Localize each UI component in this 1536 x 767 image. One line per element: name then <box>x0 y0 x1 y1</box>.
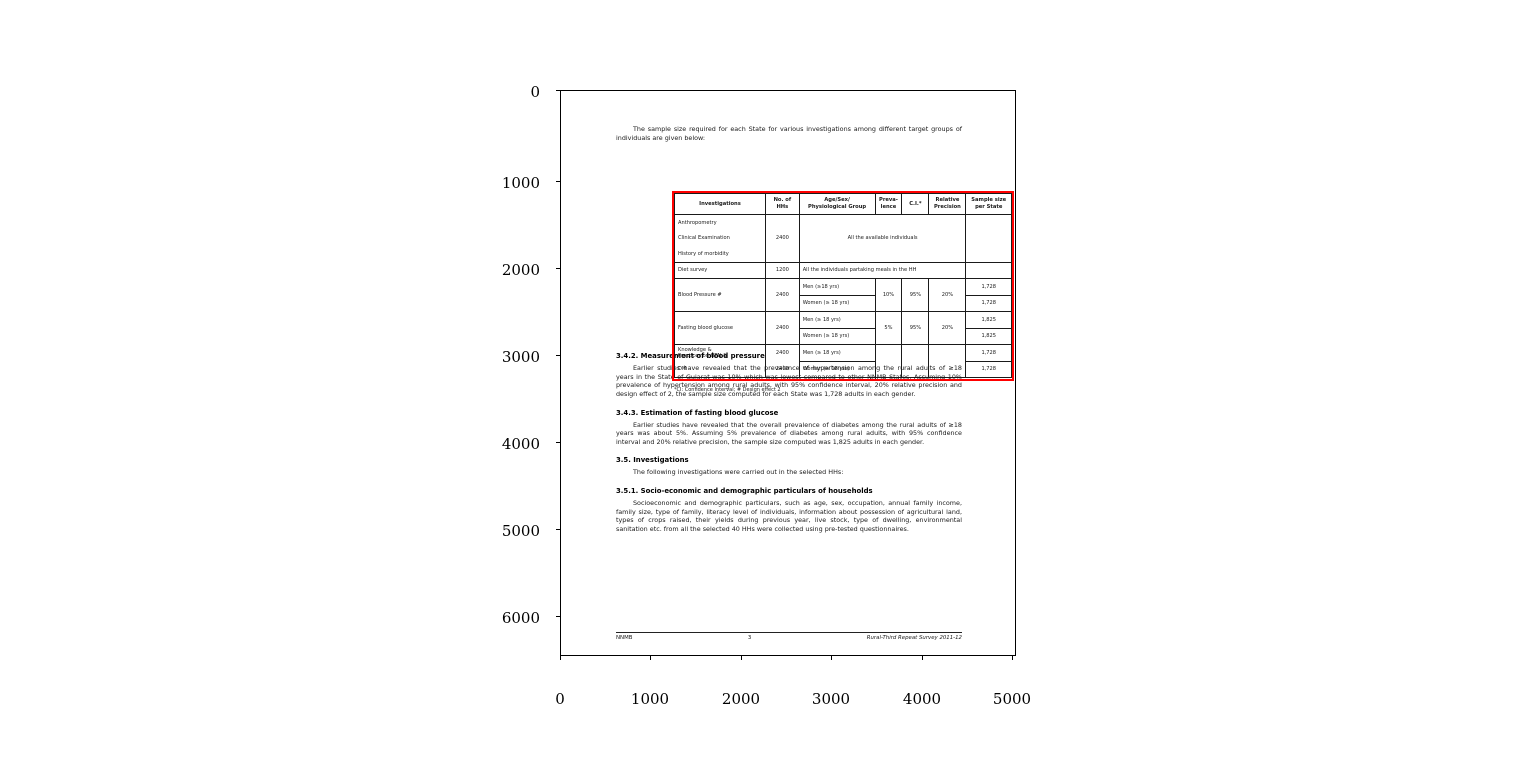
ytick-label-6000: 6000 <box>501 609 540 627</box>
ytick-mark-3000 <box>556 355 560 357</box>
cell-investigation: Clinical Examination <box>674 230 766 246</box>
cell-investigation: History of morbidity <box>674 246 766 263</box>
col-prec-line1: Relative <box>935 197 960 203</box>
ytick-mark-6000 <box>556 616 560 618</box>
ytick-mark-4000 <box>556 442 560 444</box>
kap-line1: Knowledge & <box>678 347 712 353</box>
xtick-label-0: 0 <box>555 690 565 708</box>
xtick-mark-1000 <box>650 656 652 660</box>
sample-size-table: Investigations No. of HHs Age/Sex/ Physi… <box>674 193 1012 378</box>
cell-investigation: Anthropometry <box>674 214 766 231</box>
col-samp-line1: Sample size <box>971 197 1007 203</box>
ytick-mark-0 <box>556 90 560 92</box>
section-body: Earlier studies have revealed that the o… <box>616 420 962 446</box>
document-page: The sample size required for each State … <box>561 91 1015 655</box>
xtick-mark-0 <box>560 656 562 660</box>
cell-sample-size <box>965 214 1012 263</box>
cell-hhs: 2400 <box>765 230 800 246</box>
table-row-blood-pressure-women: Women (≥ 18 yrs) 1,728 <box>675 294 1012 312</box>
page-content: The sample size required for each State … <box>616 125 1014 538</box>
ytick-label-3000: 3000 <box>501 348 540 366</box>
table-footnote: *CI: Confidence Interval; # Design effec… <box>674 387 781 393</box>
col-prec-line2: Precision <box>934 204 961 210</box>
table-row-blood-pressure-men: Blood Pressure # 2400 Men (≥18 yrs) 10% … <box>674 278 1012 312</box>
ytick-label-2000: 2000 <box>501 261 540 279</box>
cell-precision: 20% <box>928 311 967 345</box>
cell-investigation: Blood Pressure # <box>674 278 766 312</box>
ytick-label-4000: 4000 <box>501 435 540 453</box>
section-3-4-3: 3.4.3. Estimation of fasting blood gluco… <box>616 409 962 447</box>
ytick-mark-1000 <box>556 181 560 183</box>
cell-hhs: 2400 <box>765 278 800 312</box>
cell-precision <box>928 344 967 361</box>
kap-line2: Practices on HTN & <box>678 353 727 359</box>
ytick-label-5000: 5000 <box>501 522 540 540</box>
ytick-label-1000: 1000 <box>501 174 540 192</box>
col-relative-precision: Relative Precision <box>928 193 967 215</box>
xtick-label-2000: 2000 <box>721 690 761 708</box>
xtick-mark-3000 <box>831 656 833 660</box>
xtick-label-5000: 5000 <box>992 690 1032 708</box>
cell-precision <box>928 361 967 378</box>
ytick-mark-2000 <box>556 268 560 270</box>
col-hhs-line1: No. of <box>773 197 792 203</box>
table-row-diet-survey: Diet survey 1200 All the individuals par… <box>674 261 1012 279</box>
col-prev-line1: Preva- <box>879 197 898 203</box>
col-prev-line2: lence <box>880 204 897 210</box>
section-heading: 3.5. Investigations <box>616 456 689 465</box>
col-group-line1: Age/Sex/ <box>824 197 850 203</box>
section-body: The following investigations were carrie… <box>633 468 844 477</box>
page-footer: NNMB 3 Rural-Third Repeat Survey 2011-12 <box>616 632 962 641</box>
xtick-mark-5000 <box>1012 656 1014 660</box>
footer-page-number: 3 <box>747 635 752 641</box>
section-heading: 3.5.1. Socio-economic and demographic pa… <box>616 486 873 495</box>
cell-investigation: Knowledge & Practices on HTN & <box>674 344 766 361</box>
table-highlight-box <box>672 191 1014 381</box>
section-heading: 3.4.3. Estimation of fasting blood gluco… <box>616 408 779 417</box>
xtick-mark-4000 <box>922 656 924 660</box>
xtick-label-1000: 1000 <box>630 690 670 708</box>
cell-sample-size-women: 1,728 <box>965 360 1012 378</box>
xtick-label-3000: 3000 <box>811 690 851 708</box>
table-row-fasting-glucose-men: Fasting blood glucose 2400 Men (≥ 18 yrs… <box>674 311 1012 345</box>
section-3-5: 3.5. Investigations The following invest… <box>616 456 962 477</box>
intro-paragraph: The sample size required for each State … <box>616 125 962 142</box>
table-row-kap-men: Knowledge & Practices on HTN & 2400 Men … <box>674 344 1012 362</box>
ytick-label-0: 0 <box>530 83 540 101</box>
col-group-line2: Physiological Group <box>808 204 867 210</box>
ytick-mark-5000 <box>556 529 560 531</box>
footer-left: NNMB <box>616 635 633 641</box>
col-sample-size: Sample size per State <box>965 193 1012 215</box>
col-prevalence: Preva- lence <box>874 193 902 215</box>
cell-group-all-available: All the available individuals <box>798 214 967 262</box>
table-row-anthropometry: Anthropometry All the available individu… <box>674 214 1012 263</box>
col-hhs-line2: HHs <box>776 204 789 210</box>
footer-right: Rural-Third Repeat Survey 2011-12 <box>866 635 962 641</box>
cell-investigation: DM <box>674 361 766 378</box>
cell-hhs <box>765 246 800 263</box>
table-row-clinical-examination: Clinical Examination 2400 <box>674 230 1012 246</box>
table-row-kap-women: DM 2400 Women (≥ 18 yrs) 1,728 <box>674 360 1012 378</box>
col-samp-line2: per State <box>975 204 1003 210</box>
xtick-mark-2000 <box>741 656 743 660</box>
xtick-label-4000: 4000 <box>902 690 942 708</box>
col-age-sex-group: Age/Sex/ Physiological Group <box>798 193 876 215</box>
table-row-history-morbidity: History of morbidity <box>674 246 1012 263</box>
cell-investigation: Fasting blood glucose <box>674 311 766 345</box>
section-3-5-1: 3.5.1. Socio-economic and demographic pa… <box>616 487 962 533</box>
section-body: Socioeconomic and demographic particular… <box>616 498 962 533</box>
